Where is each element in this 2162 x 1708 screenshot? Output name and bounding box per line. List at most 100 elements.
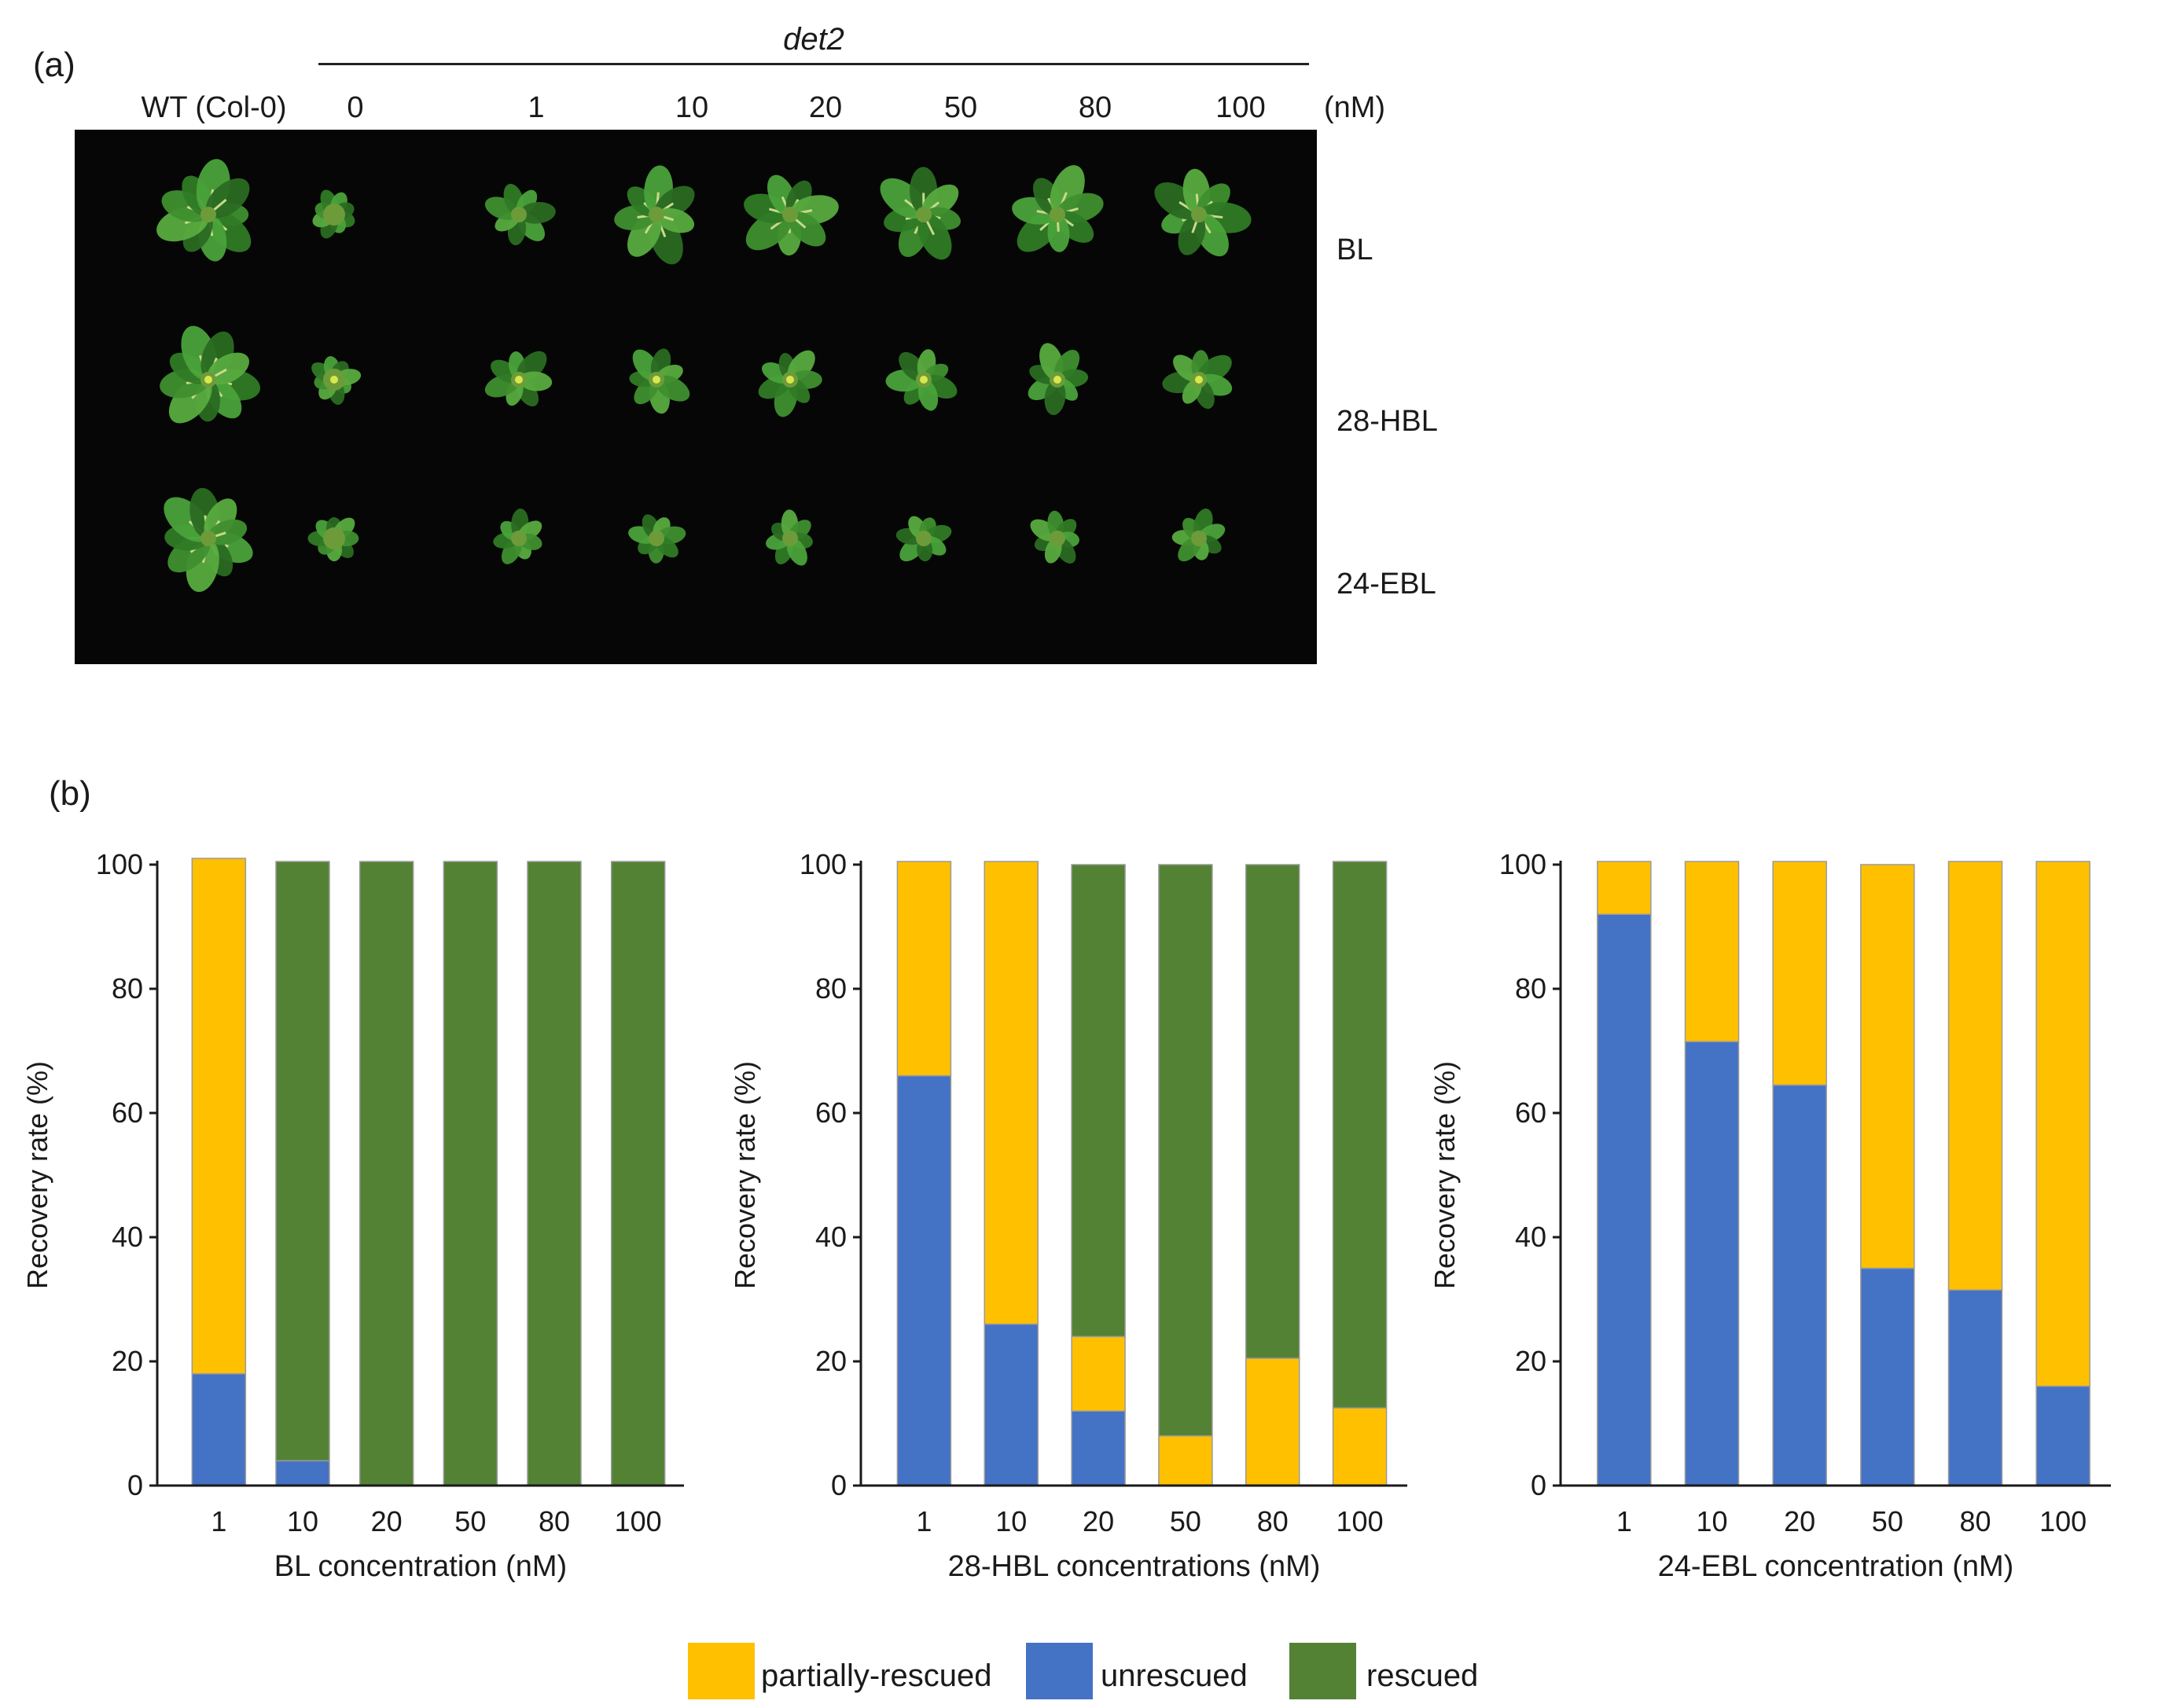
bar-unrescued-80	[1947, 1289, 2003, 1486]
rosette-plant	[307, 517, 359, 562]
x-axis-title: BL concentration (nM)	[274, 1550, 567, 1583]
x-tick-label: 10	[287, 1505, 318, 1537]
y-tick-label: 60	[1515, 1096, 1546, 1129]
conc-label-1: 1	[528, 91, 545, 124]
rosette-plant	[1028, 343, 1089, 416]
x-tick-label: 1	[211, 1505, 226, 1537]
seedling-photo-canvas	[156, 159, 1252, 593]
bar-partially-rescued-1	[896, 861, 952, 1077]
stacked-bar-chart-2: 1 10 20 50 80 100 0 20 40 60 80 100 Recovery rate (%…	[729, 848, 1407, 1583]
y-tick-label: 80	[1515, 972, 1546, 1005]
seedling-photo	[75, 130, 1317, 664]
rosette-plant	[1162, 350, 1233, 410]
legend-swatch-rescued	[1289, 1643, 1356, 1699]
panel-a-label: (a)	[33, 46, 75, 84]
bar-rescued-100	[1332, 861, 1388, 1409]
y-tick-label: 100	[800, 848, 847, 880]
row-label-bl: BL	[1337, 233, 1373, 266]
x-tick-label: 20	[1083, 1505, 1114, 1537]
y-tick-label: 80	[112, 972, 143, 1005]
rosette-plant	[156, 159, 252, 262]
legend-label-rescued: rescued	[1366, 1658, 1479, 1693]
x-axis-title: 28-HBL concentrations (nM)	[948, 1550, 1321, 1583]
rosette-plant	[311, 356, 362, 405]
x-tick-label: 20	[371, 1505, 403, 1537]
x-tick-label: 10	[995, 1505, 1027, 1537]
y-tick-label: 20	[112, 1345, 143, 1377]
legend-swatch-partially-rescued	[688, 1643, 755, 1699]
rosette-plant	[758, 350, 822, 417]
bar-unrescued-10	[275, 1460, 330, 1486]
stacked-bar-chart-3: 1 10 20 50 80 100 0 20 40 60 80 100 Recovery rate (%…	[1428, 848, 2111, 1583]
conc-label-50: 50	[943, 91, 978, 124]
bar-partially-rescued-20	[1071, 1335, 1126, 1412]
det2-genotype-label: det2	[783, 22, 844, 57]
bar-unrescued-10	[1684, 1041, 1740, 1486]
y-tick-label: 0	[1531, 1469, 1546, 1501]
rosette-plant	[895, 516, 952, 562]
rosette-plant	[1030, 510, 1079, 564]
bar-partially-rescued-10	[984, 861, 1039, 1325]
rosette-plant	[484, 183, 556, 245]
bar-rescued-80	[1245, 864, 1300, 1359]
y-tick-label: 100	[96, 848, 143, 880]
bar-unrescued-50	[1860, 1267, 1915, 1486]
legend-label-unrescued: unrescued	[1101, 1658, 1248, 1693]
x-tick-label: 100	[615, 1505, 662, 1537]
x-tick-label: 80	[1257, 1505, 1289, 1537]
rosette-plant	[885, 349, 958, 411]
x-tick-label: 1	[916, 1505, 932, 1537]
x-tick-label: 20	[1784, 1505, 1815, 1537]
legend-label-partially-rescued: partially-rescued	[761, 1658, 992, 1693]
det2-bracket-line	[318, 63, 1309, 65]
bar-rescued-100	[610, 861, 666, 1486]
legend-swatch-unrescued	[1026, 1643, 1093, 1699]
bar-unrescued-1	[191, 1373, 247, 1486]
bar-partially-rescued-50	[1860, 864, 1915, 1269]
y-tick-label: 20	[815, 1345, 847, 1377]
y-tick-label: 100	[1499, 848, 1546, 880]
rosette-plant	[1171, 508, 1226, 562]
bar-partially-rescued-50	[1158, 1435, 1213, 1486]
x-tick-label: 50	[1872, 1505, 1903, 1537]
bar-unrescued-1	[896, 1074, 952, 1486]
rosette-plant	[614, 165, 695, 265]
unit-label: (nM)	[1323, 91, 1386, 124]
bar-unrescued-20	[1071, 1410, 1126, 1486]
row-label-28hbl: 28-HBL	[1337, 405, 1438, 438]
x-tick-label: 50	[1170, 1505, 1201, 1537]
rosette-plant	[880, 167, 961, 260]
bar-rescued-50	[1158, 864, 1213, 1437]
bar-rescued-50	[443, 861, 498, 1486]
x-tick-label: 100	[2039, 1505, 2087, 1537]
rosette-plant	[493, 509, 542, 564]
y-axis-title: Recovery rate (%)	[729, 1061, 761, 1289]
panel-b-label: (b)	[49, 774, 91, 813]
y-tick-label: 0	[831, 1469, 847, 1501]
rosette-plant	[312, 189, 355, 239]
bar-rescued-10	[275, 861, 330, 1462]
bar-rescued-80	[527, 861, 582, 1486]
rosette-plant	[766, 509, 813, 566]
y-tick-label: 20	[1515, 1345, 1546, 1377]
x-tick-label: 10	[1696, 1505, 1727, 1537]
rosette-plant	[744, 174, 839, 256]
y-tick-label: 40	[1515, 1221, 1546, 1253]
bar-rescued-20	[1071, 864, 1126, 1338]
bar-partially-rescued-20	[1772, 861, 1827, 1086]
y-tick-label: 60	[112, 1096, 143, 1129]
conc-label-10: 10	[675, 91, 709, 124]
bar-unrescued-10	[984, 1323, 1039, 1486]
y-axis-title: Recovery rate (%)	[1428, 1061, 1461, 1289]
bar-unrescued-1	[1597, 913, 1652, 1486]
y-tick-label: 60	[815, 1096, 847, 1129]
row-label-24ebl: 24-EBL	[1337, 567, 1436, 601]
y-tick-label: 40	[815, 1221, 847, 1253]
bar-rescued-20	[358, 861, 414, 1486]
stacked-bar-chart-1: 1 10 20 50 80 100 0 20 40 60 80 100 Recovery rate (%…	[21, 848, 684, 1583]
bar-partially-rescued-80	[1947, 861, 2003, 1291]
rosette-plant	[1012, 165, 1104, 252]
rosette-plant	[628, 514, 686, 564]
bar-partially-rescued-10	[1684, 861, 1740, 1042]
